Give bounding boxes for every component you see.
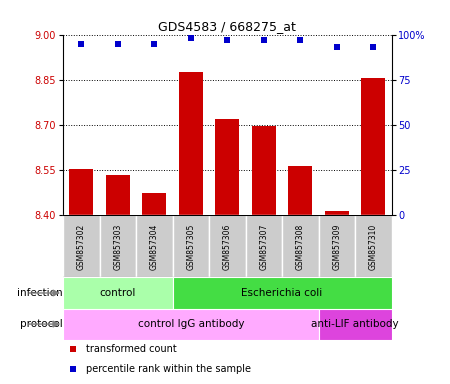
Bar	[172, 278, 392, 308]
Bar	[216, 119, 239, 215]
Bar	[142, 193, 166, 215]
Bar	[106, 175, 130, 215]
Bar	[179, 72, 203, 215]
Bar	[63, 215, 99, 278]
Point	[114, 41, 122, 47]
Text: transformed count: transformed count	[86, 344, 177, 354]
Point	[187, 35, 194, 41]
Text: GSM857302: GSM857302	[77, 223, 86, 270]
Text: GSM857306: GSM857306	[223, 223, 232, 270]
Point	[151, 41, 158, 47]
Text: GSM857309: GSM857309	[332, 223, 341, 270]
Text: control IgG antibody: control IgG antibody	[138, 319, 244, 329]
Bar	[288, 166, 312, 215]
Bar	[282, 215, 319, 278]
Point	[369, 44, 377, 50]
Bar	[246, 215, 282, 278]
Point	[297, 37, 304, 43]
Bar	[319, 308, 392, 339]
Point	[69, 366, 76, 372]
Text: GSM857303: GSM857303	[113, 223, 122, 270]
Point	[224, 37, 231, 43]
Bar	[136, 215, 172, 278]
Text: anti-LIF antibody: anti-LIF antibody	[311, 319, 399, 329]
Point	[78, 41, 85, 47]
Text: percentile rank within the sample: percentile rank within the sample	[86, 364, 251, 374]
Text: protocol: protocol	[20, 319, 63, 329]
Bar	[99, 215, 136, 278]
Text: control: control	[99, 288, 136, 298]
Bar	[252, 126, 275, 215]
Point	[69, 346, 76, 352]
Text: GSM857310: GSM857310	[369, 223, 378, 270]
Bar	[69, 169, 93, 215]
Bar	[355, 215, 392, 278]
Bar	[209, 215, 246, 278]
Bar	[325, 211, 349, 215]
Bar	[319, 215, 355, 278]
Point	[260, 37, 267, 43]
Text: infection: infection	[18, 288, 63, 298]
Text: GSM857307: GSM857307	[259, 223, 268, 270]
Text: GSM857308: GSM857308	[296, 223, 305, 270]
Title: GDS4583 / 668275_at: GDS4583 / 668275_at	[158, 20, 296, 33]
Text: Escherichia coli: Escherichia coli	[241, 288, 323, 298]
Point	[333, 44, 340, 50]
Text: GSM857304: GSM857304	[150, 223, 159, 270]
Text: GSM857305: GSM857305	[186, 223, 195, 270]
Bar	[361, 78, 385, 215]
Bar	[63, 308, 319, 339]
Bar	[63, 278, 172, 308]
Bar	[172, 215, 209, 278]
